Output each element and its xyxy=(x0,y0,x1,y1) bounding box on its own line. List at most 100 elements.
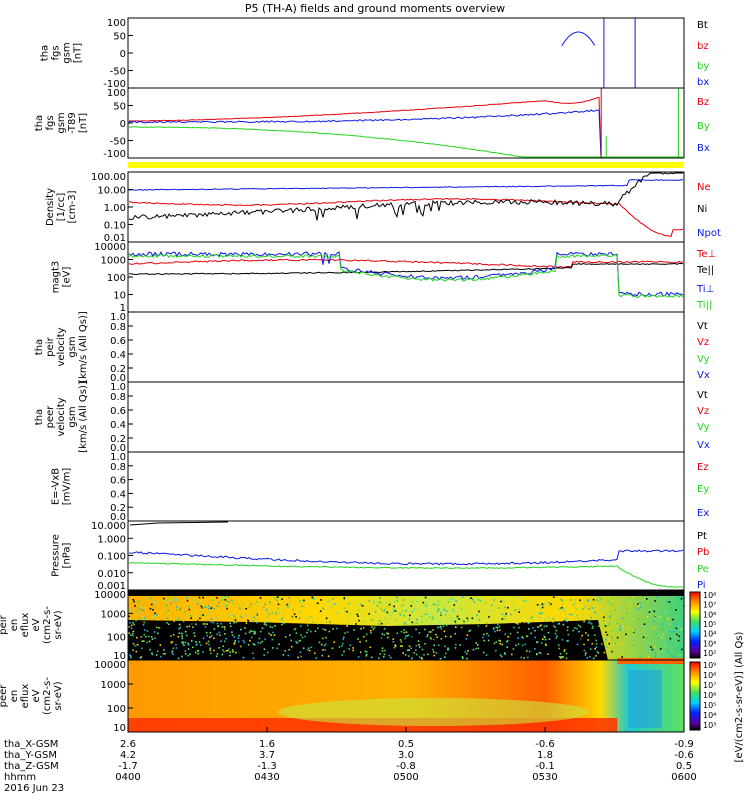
spectrogram-pixel xyxy=(402,604,405,607)
spectrogram-pixel xyxy=(467,606,470,609)
spectrogram-pixel xyxy=(608,623,610,625)
spectrogram-pixel xyxy=(512,648,515,650)
spectrogram-pixel xyxy=(216,597,218,599)
spectrogram-pixel xyxy=(195,643,198,645)
spectrogram-pixel xyxy=(574,607,577,609)
spectrogram-pixel xyxy=(598,625,600,627)
spectrogram-pixel xyxy=(268,632,270,635)
spectrogram-pixel xyxy=(499,642,501,645)
spectrogram-pixel xyxy=(456,615,459,618)
spectrogram-pixel xyxy=(629,645,631,647)
spectrogram-pixel xyxy=(205,631,208,634)
spectrogram-pixel xyxy=(196,603,199,605)
series-Bz xyxy=(128,96,683,158)
spectrogram-pixel xyxy=(394,610,396,612)
spectrogram-pixel xyxy=(376,604,379,607)
spectrogram-pixel xyxy=(569,599,572,601)
spectrogram-pixel xyxy=(322,650,325,653)
spectrogram-pixel xyxy=(406,635,409,637)
spectrogram-pixel xyxy=(430,637,432,640)
spectrogram-pixel xyxy=(352,649,354,652)
spectrogram-pixel xyxy=(540,624,542,626)
spectrogram-pixel xyxy=(565,607,567,609)
spectrogram-pixel xyxy=(165,598,168,601)
spectrogram-pixel xyxy=(552,645,555,647)
spectrogram-pixel xyxy=(265,624,268,626)
spectrogram-pixel xyxy=(666,617,669,619)
spectrogram-pixel xyxy=(159,651,162,653)
spectrogram-pixel xyxy=(276,599,279,602)
panel-frame-density xyxy=(127,171,685,243)
spectrogram-pixel xyxy=(513,626,515,629)
spectrogram-pixel xyxy=(477,599,480,601)
spectrogram-pixel xyxy=(286,647,288,649)
y-axis-label: (cm2-s- xyxy=(42,677,53,715)
spectrogram-pixel xyxy=(595,643,598,645)
spectrogram-pixel xyxy=(286,603,289,606)
spectrogram-pixel xyxy=(589,621,591,624)
spectrogram-pixel xyxy=(405,631,408,633)
spectrogram-pixel xyxy=(296,642,298,644)
x-tick-label: 1.8 xyxy=(537,750,553,761)
spectrogram-pixel xyxy=(675,596,678,599)
spectrogram-pixel xyxy=(408,655,410,657)
spectrogram-pixel xyxy=(357,615,359,617)
spectrogram-pixel xyxy=(321,633,323,635)
spectrogram-pixel xyxy=(160,598,163,601)
spectrogram-pixel xyxy=(192,646,194,649)
spectrogram-pixel xyxy=(325,617,328,620)
spectrogram-pixel xyxy=(163,597,165,600)
spectrogram-pixel xyxy=(400,630,403,633)
spectrogram-pixel xyxy=(680,628,682,631)
spectrogram-pixel xyxy=(311,596,314,598)
spectrogram-pixel xyxy=(194,651,197,654)
spectrogram-pixel xyxy=(341,645,343,647)
spectrogram-pixel xyxy=(173,635,175,638)
spectrogram-pixel xyxy=(512,604,514,606)
spectrogram-pixel xyxy=(458,618,460,620)
spectrogram-pixel xyxy=(218,601,221,604)
spectrogram-pixel xyxy=(569,641,571,643)
spectrogram-pixel xyxy=(130,624,133,627)
spectrogram-pixel xyxy=(417,640,420,642)
spectrogram-pixel xyxy=(240,645,242,648)
legend-fgs-lp: Bx xyxy=(697,143,710,154)
spectrogram-pixel xyxy=(202,646,204,649)
spectrogram-pixel xyxy=(381,633,384,635)
spectrogram-pixel xyxy=(192,623,194,626)
spectrogram-pixel xyxy=(150,603,153,606)
y-axis-label: gsm xyxy=(67,336,78,357)
spectrogram-pixel xyxy=(435,633,437,636)
colorbar-label: [eV/(cm2-s-sr-eV)] (All Qs) xyxy=(734,631,745,762)
spectrogram-pixel xyxy=(517,608,519,610)
spectrogram-pixel xyxy=(657,634,659,637)
legend-efield: Ex xyxy=(697,508,709,519)
spectrogram-pixel xyxy=(631,645,634,648)
spectrogram-pixel xyxy=(418,630,420,633)
legend-pressure: Pb xyxy=(697,547,709,558)
y-axis-label: en xyxy=(9,619,20,632)
spectrogram-pixel xyxy=(379,601,382,604)
spectrogram-pixel xyxy=(666,605,669,608)
spectrogram-pixel xyxy=(245,610,248,612)
spectrogram-pixel xyxy=(655,632,658,635)
spectrogram-pixel xyxy=(653,620,655,623)
spectrogram-pixel xyxy=(612,598,614,601)
spectrogram-pixel xyxy=(138,612,140,614)
spectrogram-pixel xyxy=(528,621,531,624)
spectrogram-pixel xyxy=(459,644,461,646)
spectrogram-pixel xyxy=(642,629,645,632)
spectrogram-pixel xyxy=(142,609,145,611)
spectrogram-pixel xyxy=(220,596,223,598)
spectrogram-pixel xyxy=(290,639,293,642)
spectrogram-pixel xyxy=(304,604,307,606)
spectrogram-pixel xyxy=(178,623,181,626)
spectrogram-pixel xyxy=(442,638,445,641)
y-tick-label: -50 xyxy=(110,137,126,148)
y-tick-label: 1000 xyxy=(101,680,126,691)
spectrogram-pixel xyxy=(427,653,429,656)
spectrogram-pixel xyxy=(661,650,664,652)
spectrogram-pixel xyxy=(278,612,281,614)
spectrogram-pixel xyxy=(662,633,665,636)
spectrogram-pixel xyxy=(445,610,448,613)
